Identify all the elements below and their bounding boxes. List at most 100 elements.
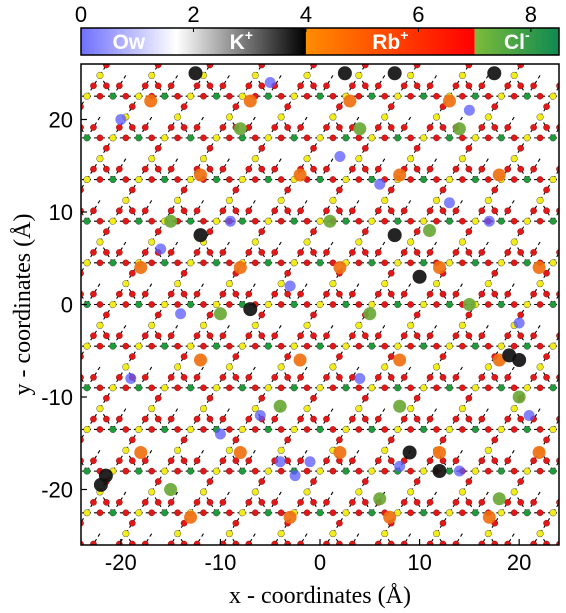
oxygen-atom <box>148 342 156 350</box>
lattice-site <box>536 280 544 288</box>
lattice-site <box>536 196 544 204</box>
lattice-site <box>277 530 285 538</box>
oxygen-atom <box>362 249 369 256</box>
lattice-site <box>122 530 130 538</box>
lattice-site <box>174 530 182 538</box>
data-point <box>402 445 417 460</box>
oxygen-atom <box>543 436 550 444</box>
oxygen-atom <box>459 176 466 183</box>
lattice-site <box>303 488 311 496</box>
oxygen-atom <box>90 290 97 298</box>
oxygen-atom <box>433 176 440 183</box>
lattice-site <box>368 342 376 350</box>
data-point <box>353 122 367 136</box>
oxygen-atom <box>491 124 499 131</box>
oxygen-atom <box>200 92 207 100</box>
lattice-site <box>161 425 169 433</box>
oxygen-atom <box>128 519 136 527</box>
lattice-site <box>122 280 130 288</box>
data-point <box>115 114 127 125</box>
lattice-site <box>471 384 479 392</box>
oxygen-atom <box>387 207 395 215</box>
lattice-site <box>290 134 298 142</box>
oxygen-atom <box>439 519 447 527</box>
oxygen-atom <box>504 165 512 173</box>
oxygen-atom <box>64 166 70 172</box>
oxygen-atom <box>452 290 460 298</box>
oxygen-atom <box>116 332 123 340</box>
oxygen-atom <box>174 342 181 350</box>
oxygen-atom <box>323 332 330 340</box>
lattice-site <box>550 551 557 558</box>
lattice-site <box>71 30 78 37</box>
oxygen-atom <box>103 228 110 235</box>
oxygen-atom <box>52 166 58 172</box>
lattice-site <box>394 217 402 225</box>
oxygen-atom <box>478 165 486 173</box>
lattice-site <box>458 238 466 246</box>
x-tick-label: 0 <box>314 550 326 575</box>
data-point <box>482 510 496 524</box>
oxygen-atom <box>64 83 70 89</box>
oxygen-atom <box>329 467 337 475</box>
colorbar-segment-label: Ow <box>112 31 145 54</box>
oxygen-atom <box>433 384 440 392</box>
oxygen-atom <box>381 301 389 308</box>
oxygen-atom <box>96 384 104 392</box>
oxygen-atom <box>148 134 156 142</box>
lattice-site <box>174 196 182 204</box>
oxygen-atom <box>71 135 77 141</box>
data-point <box>213 307 227 321</box>
oxygen-atom <box>245 249 253 256</box>
lattice-site <box>368 509 376 517</box>
lattice-site <box>264 425 272 433</box>
lattice-site <box>407 321 415 329</box>
lattice-site <box>549 92 557 100</box>
lattice-site <box>523 509 531 517</box>
data-point <box>254 410 266 421</box>
data-point <box>243 302 258 317</box>
lattice-site <box>212 217 220 225</box>
oxygen-atom <box>245 207 253 215</box>
lattice-site <box>523 134 531 142</box>
lattice-site <box>122 196 130 204</box>
oxygen-atom <box>465 311 473 319</box>
lattice-site <box>251 405 259 413</box>
oxygen-atom <box>504 290 512 298</box>
lattice-site <box>329 113 337 121</box>
oxygen-atom <box>465 478 473 485</box>
lattice-site <box>458 488 466 496</box>
oxygen-atom <box>206 499 214 506</box>
oxygen-atom <box>200 509 207 517</box>
lattice-site <box>96 71 104 79</box>
oxygen-atom <box>426 207 434 215</box>
oxygen-atom <box>174 259 181 267</box>
data-point <box>233 261 247 274</box>
lattice-site <box>238 176 246 184</box>
oxygen-atom <box>413 394 421 402</box>
oxygen-atom <box>387 269 395 277</box>
lattice-site <box>290 92 298 100</box>
oxygen-atom <box>52 145 58 151</box>
data-point <box>193 228 208 243</box>
oxygen-atom <box>536 509 544 517</box>
oxygen-atom <box>154 82 162 90</box>
data-point <box>188 66 203 81</box>
oxygen-atom <box>297 249 304 256</box>
lattice-site <box>135 342 143 350</box>
oxygen-atom <box>543 124 550 131</box>
lattice-site <box>277 196 285 204</box>
oxygen-atom <box>128 457 136 465</box>
lattice-site <box>303 155 311 163</box>
oxygen-atom <box>349 457 356 465</box>
oxygen-atom <box>387 290 395 298</box>
oxygen-atom <box>167 249 175 256</box>
oxygen-atom <box>336 374 343 381</box>
oxygen-atom <box>362 332 369 340</box>
lattice-site <box>407 238 415 246</box>
oxygen-atom <box>336 124 343 131</box>
oxygen-atom <box>362 394 369 402</box>
oxygen-atom <box>154 332 162 340</box>
oxygen-atom <box>297 82 304 90</box>
lattice-site <box>407 405 415 413</box>
